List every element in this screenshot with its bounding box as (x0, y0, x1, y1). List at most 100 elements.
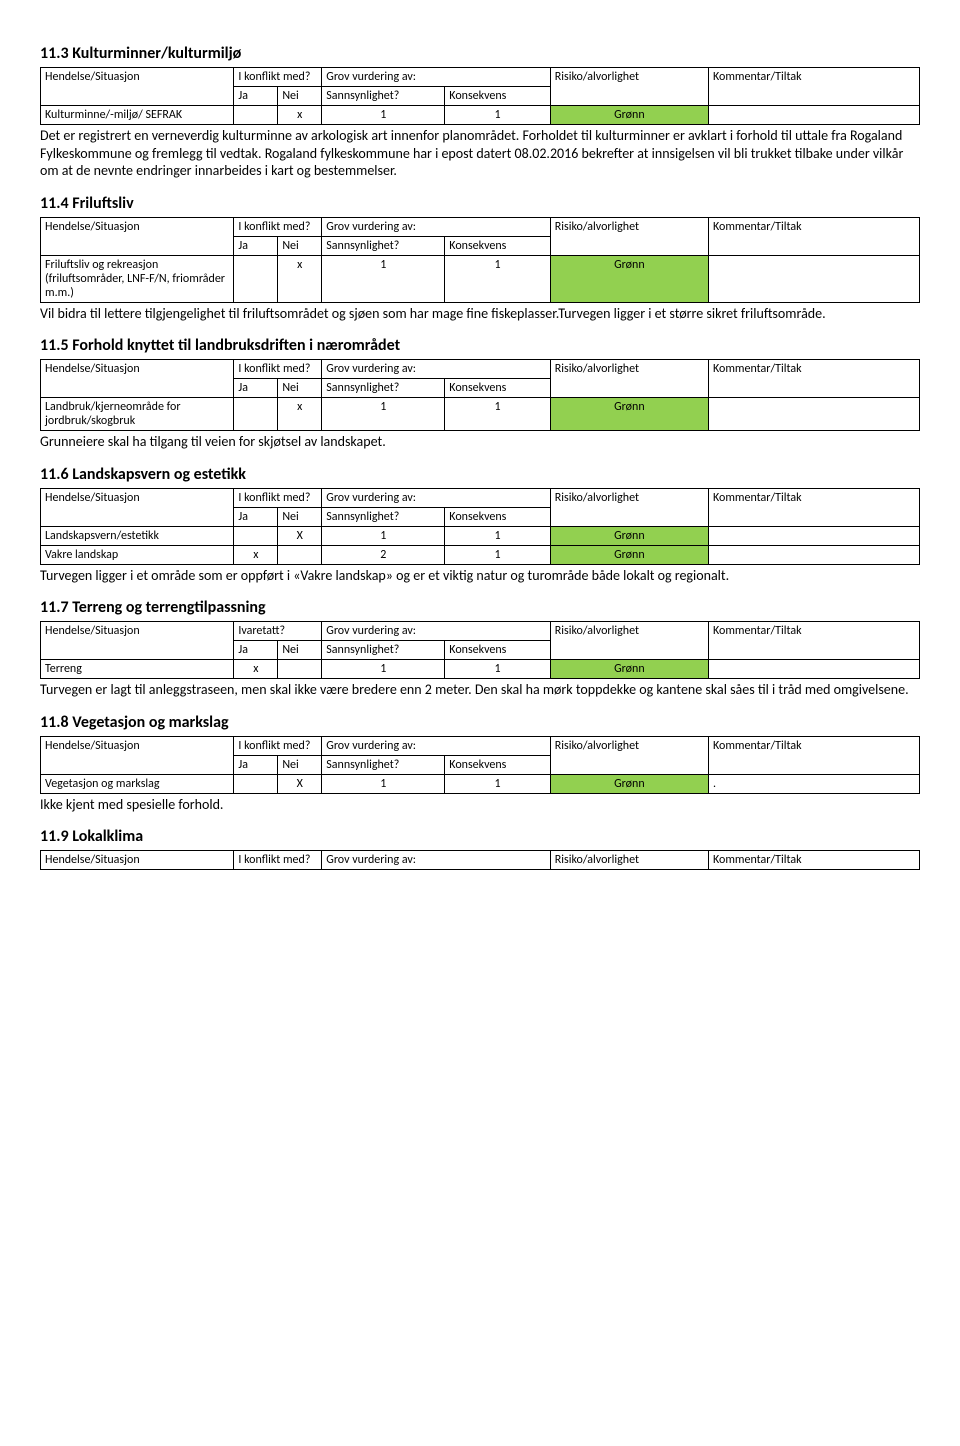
cell-label: Vegetasjon og markslag (41, 774, 234, 793)
table-113: Hendelse/Situasjon I konflikt med? Grov … (40, 67, 920, 125)
header-risk: Risiko/alvorlighet (550, 360, 708, 398)
table-row: Friluftsliv og rekreasjon (friluftsområd… (41, 255, 920, 302)
header-nei: Nei (278, 87, 322, 106)
section-title-116: 11.6 Landskapsvern og estetikk (40, 465, 920, 484)
header-sann: Sannsynlighet? (322, 87, 445, 106)
header-hendelse: Hendelse/Situasjon (41, 68, 234, 106)
cell-risk: Grønn (550, 398, 708, 431)
header-komm: Kommentar/Tiltak (708, 217, 919, 255)
section-title-114: 11.4 Friluftsliv (40, 194, 920, 213)
cell-sann: 1 (322, 526, 445, 545)
body-114: Vil bidra til lettere tilgjengelighet ti… (40, 305, 920, 323)
table-115: Hendelse/Situasjon I konflikt med? Grov … (40, 359, 920, 431)
cell-sann: 1 (322, 398, 445, 431)
table-header-row: Hendelse/Situasjon I konflikt med? Grov … (41, 736, 920, 755)
header-kons: Konsekvens (445, 507, 550, 526)
table-header-row: Hendelse/Situasjon Ivaretatt? Grov vurde… (41, 622, 920, 641)
table-row: Terreng x 1 1 Grønn (41, 660, 920, 679)
cell-komm (708, 106, 919, 125)
cell-risk: Grønn (550, 106, 708, 125)
cell-kons: 1 (445, 255, 550, 302)
table-header-row: Hendelse/Situasjon I konflikt med? Grov … (41, 488, 920, 507)
header-grov: Grov vurdering av: (322, 360, 551, 379)
header-ikonflikt: I konflikt med? (234, 736, 322, 755)
table-header-row: Hendelse/Situasjon I konflikt med? Grov … (41, 360, 920, 379)
header-grov: Grov vurdering av: (322, 622, 551, 641)
header-risk: Risiko/alvorlighet (550, 622, 708, 660)
table-row: Landskapsvern/estetikk X 1 1 Grønn (41, 526, 920, 545)
header-ja: Ja (234, 755, 278, 774)
cell-sann: 2 (322, 545, 445, 564)
body-118: Ikke kjent med spesielle forhold. (40, 796, 920, 814)
header-sann: Sannsynlighet? (322, 755, 445, 774)
cell-kons: 1 (445, 398, 550, 431)
header-risk: Risiko/alvorlighet (550, 736, 708, 774)
table-row: Vakre landskap x 2 1 Grønn (41, 545, 920, 564)
table-118: Hendelse/Situasjon I konflikt med? Grov … (40, 736, 920, 794)
header-kons: Konsekvens (445, 87, 550, 106)
header-kons: Konsekvens (445, 641, 550, 660)
table-header-row: Hendelse/Situasjon I konflikt med? Grov … (41, 851, 920, 870)
table-114: Hendelse/Situasjon I konflikt med? Grov … (40, 217, 920, 303)
cell-ja (234, 255, 278, 302)
header-ikonflikt: I konflikt med? (234, 360, 322, 379)
header-komm: Kommentar/Tiltak (708, 360, 919, 398)
header-grov: Grov vurdering av: (322, 488, 551, 507)
header-hendelse: Hendelse/Situasjon (41, 488, 234, 526)
cell-kons: 1 (445, 660, 550, 679)
header-risk: Risiko/alvorlighet (550, 488, 708, 526)
cell-komm: . (708, 774, 919, 793)
section-title-113: 11.3 Kulturminner/kulturmiljø (40, 44, 920, 63)
header-nei: Nei (278, 379, 322, 398)
header-ja: Ja (234, 236, 278, 255)
cell-label: Terreng (41, 660, 234, 679)
section-title-115: 11.5 Forhold knyttet til landbruksdrifte… (40, 336, 920, 355)
cell-ja (234, 774, 278, 793)
cell-risk: Grønn (550, 660, 708, 679)
cell-risk: Grønn (550, 774, 708, 793)
cell-nei: x (278, 255, 322, 302)
header-grov: Grov vurdering av: (322, 217, 551, 236)
header-hendelse: Hendelse/Situasjon (41, 217, 234, 255)
header-ja: Ja (234, 507, 278, 526)
cell-sann: 1 (322, 106, 445, 125)
cell-sann: 1 (322, 774, 445, 793)
header-ikonflikt: I konflikt med? (234, 68, 322, 87)
header-komm: Kommentar/Tiltak (708, 488, 919, 526)
header-hendelse: Hendelse/Situasjon (41, 851, 234, 870)
header-ja: Ja (234, 87, 278, 106)
cell-ja (234, 526, 278, 545)
table-row: Vegetasjon og markslag X 1 1 Grønn . (41, 774, 920, 793)
header-nei: Nei (278, 755, 322, 774)
table-header-row: Hendelse/Situasjon I konflikt med? Grov … (41, 68, 920, 87)
header-ikonflikt: I konflikt med? (234, 488, 322, 507)
cell-kons: 1 (445, 545, 550, 564)
header-grov: Grov vurdering av: (322, 851, 551, 870)
header-sann: Sannsynlighet? (322, 641, 445, 660)
cell-label: Landskapsvern/estetikk (41, 526, 234, 545)
header-sann: Sannsynlighet? (322, 507, 445, 526)
cell-kons: 1 (445, 774, 550, 793)
header-ivaretatt: Ivaretatt? (234, 622, 322, 641)
cell-nei: X (278, 526, 322, 545)
header-komm: Kommentar/Tiltak (708, 851, 919, 870)
cell-nei: X (278, 774, 322, 793)
cell-komm (708, 255, 919, 302)
header-kons: Konsekvens (445, 755, 550, 774)
header-hendelse: Hendelse/Situasjon (41, 360, 234, 398)
header-hendelse: Hendelse/Situasjon (41, 736, 234, 774)
header-ja: Ja (234, 641, 278, 660)
cell-nei: x (278, 398, 322, 431)
cell-ja (234, 398, 278, 431)
section-title-117: 11.7 Terreng og terrengtilpassning (40, 598, 920, 617)
table-119: Hendelse/Situasjon I konflikt med? Grov … (40, 850, 920, 870)
header-nei: Nei (278, 507, 322, 526)
cell-label: Vakre landskap (41, 545, 234, 564)
header-risk: Risiko/alvorlighet (550, 217, 708, 255)
table-header-row: Hendelse/Situasjon I konflikt med? Grov … (41, 217, 920, 236)
body-113: Det er registrert en verneverdig kulturm… (40, 127, 920, 180)
cell-risk: Grønn (550, 255, 708, 302)
header-nei: Nei (278, 236, 322, 255)
body-117: Turvegen er lagt til anleggstraseen, men… (40, 681, 920, 699)
cell-kons: 1 (445, 526, 550, 545)
